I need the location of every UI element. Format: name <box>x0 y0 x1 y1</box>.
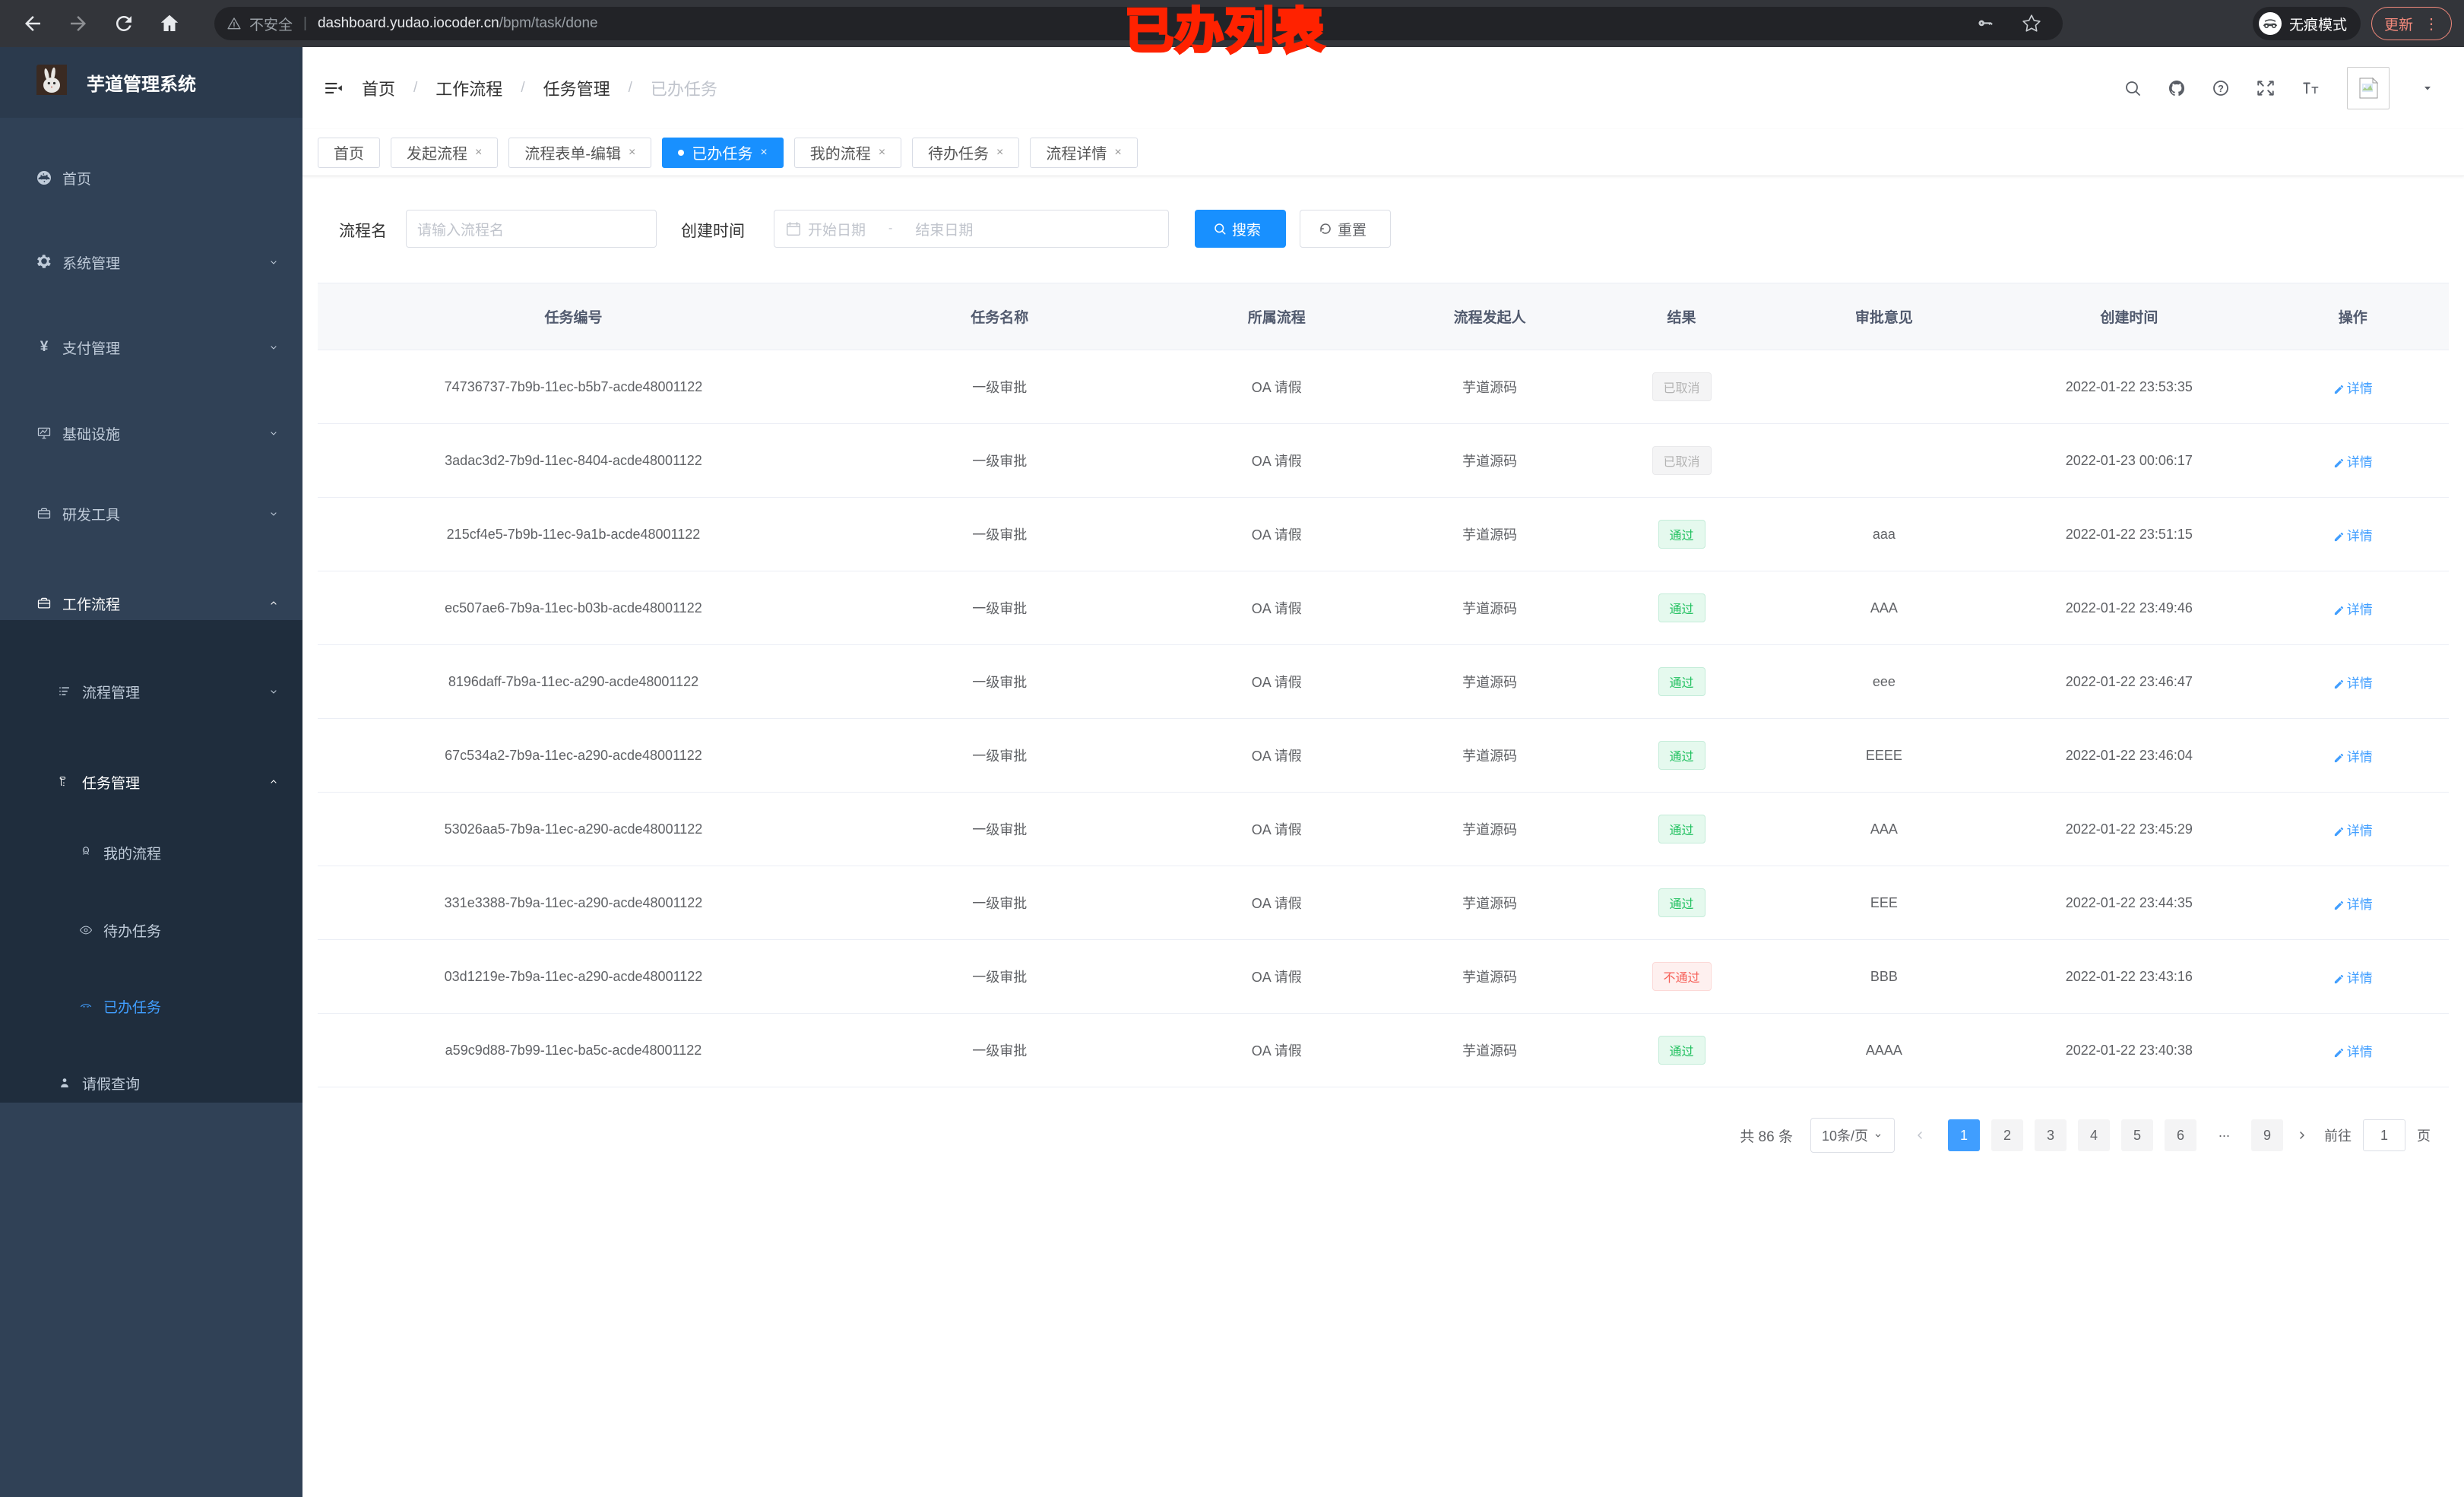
svg-text:?: ? <box>2218 83 2224 94</box>
